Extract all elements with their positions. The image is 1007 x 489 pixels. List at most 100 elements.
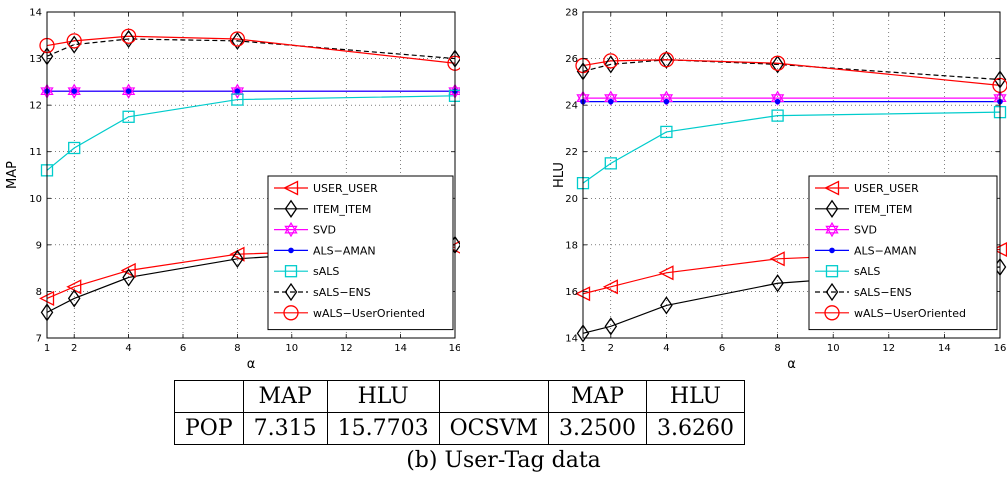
data-point	[67, 35, 81, 54]
y-tick-label: 26	[565, 54, 578, 65]
legend-label: ITEM_ITEM	[313, 203, 371, 216]
legend-marker	[284, 265, 298, 278]
x-tick-label: 6	[719, 343, 725, 354]
data-point	[122, 268, 135, 287]
legend-label: USER_USER	[313, 182, 378, 195]
x-tick-label: 14	[938, 343, 951, 354]
data-point	[120, 28, 137, 44]
table-cell: MAP	[242, 380, 328, 413]
axes-frame	[582, 11, 1001, 339]
legend-label: SVD	[313, 224, 336, 237]
y-tick-label: 11	[29, 147, 42, 158]
legend-label: ALS−AMAN	[854, 244, 917, 257]
y-tick-label: 16	[565, 287, 578, 298]
data-point	[608, 98, 614, 105]
results-table: MAP HLU MAP HLU POP 7.315 15.7703 OCSVM …	[174, 380, 745, 445]
table-cell: 3.2500	[547, 412, 647, 445]
x-tick-label: 2	[71, 343, 77, 354]
data-point	[231, 31, 244, 51]
data-point	[231, 249, 244, 268]
data-point	[576, 324, 590, 343]
data-point	[771, 274, 784, 293]
data-point	[769, 55, 786, 71]
legend-marker	[825, 265, 839, 278]
y-tick-label: 10	[29, 194, 42, 205]
legend-label: sALS	[854, 265, 880, 278]
data-point	[125, 88, 132, 94]
hlu-chart: 1 2 4 6 8 10 12 14 161416182022242628αHLUUSER_US…	[552, 8, 1007, 372]
series-line	[582, 59, 1001, 86]
data-point	[774, 98, 781, 105]
data-point	[122, 29, 135, 49]
table-cell	[438, 380, 549, 413]
y-tick-label: 9	[36, 240, 42, 251]
table-header-row: MAP HLU MAP HLU	[174, 380, 745, 413]
x-tick-label: 6	[180, 343, 186, 354]
data-point	[660, 296, 673, 315]
table-cell: OCSVM	[438, 412, 549, 445]
y-tick-label: 28	[565, 8, 578, 19]
table-cell: POP	[174, 412, 244, 445]
table-cell	[174, 380, 244, 413]
series-markers	[580, 98, 1003, 105]
y-tick-label: 12	[29, 101, 42, 112]
legend-marker	[825, 282, 839, 302]
x-tick-label: 8	[234, 343, 240, 354]
series-line	[46, 35, 456, 64]
x-tick-label: 12	[882, 343, 895, 354]
axes-frame	[46, 11, 456, 339]
legend-label: sALS−ENS	[313, 286, 371, 299]
legend-marker	[284, 199, 298, 218]
legend-marker	[283, 180, 299, 196]
x-tick-label: 16	[994, 343, 1007, 354]
series-markers	[40, 83, 460, 99]
data-point	[67, 83, 81, 99]
x-axis-label: α	[787, 357, 796, 372]
data-point	[604, 157, 617, 170]
y-tick-label: 20	[565, 194, 578, 205]
x-tick-label: 14	[394, 343, 407, 354]
data-point	[603, 53, 619, 69]
data-point	[658, 265, 674, 281]
table-cell: HLU	[645, 380, 745, 413]
data-point	[120, 262, 136, 279]
legend-marker	[825, 221, 839, 238]
y-axis-label: MAP	[5, 161, 20, 189]
x-tick-label: 8	[774, 343, 780, 354]
table-cell: 7.315	[242, 412, 328, 445]
series-line	[46, 95, 456, 171]
data-point	[604, 55, 618, 74]
x-tick-label: 4	[125, 343, 131, 354]
x-tick-label: 1	[580, 343, 586, 354]
legend: USER_USER ITEM_ITEM SVD ALS−AMAN sALS sALS−EN…	[267, 175, 454, 331]
x-tick-label: 10	[827, 343, 840, 354]
y-tick-label: 14	[29, 8, 42, 19]
y-tick-label: 22	[565, 147, 578, 158]
data-point	[231, 93, 244, 106]
figure-caption: (b) User-Tag data	[406, 448, 601, 473]
legend-marker	[283, 305, 299, 321]
y-tick-label: 18	[565, 240, 578, 251]
legend-marker	[825, 199, 839, 218]
data-point	[771, 109, 784, 122]
legend-label: ALS−AMAN	[313, 244, 376, 257]
y-axis-label: HLU	[552, 162, 567, 188]
table-cell: MAP	[547, 380, 647, 413]
data-point	[602, 279, 618, 295]
legend-label: sALS	[313, 265, 339, 278]
data-point	[658, 52, 675, 68]
series-line	[582, 111, 1001, 184]
data-point	[66, 33, 82, 49]
legend-label: wALS−UserOriented	[313, 307, 425, 320]
legend-box	[808, 175, 998, 331]
legend-marker	[284, 221, 298, 238]
x-tick-label: 12	[340, 343, 353, 354]
legend-marker	[824, 180, 840, 196]
x-tick-label: 4	[663, 343, 669, 354]
legend-marker	[824, 305, 840, 321]
data-point	[229, 31, 246, 47]
data-point	[67, 289, 81, 308]
legend-label: sALS−ENS	[854, 286, 912, 299]
legend-label: SVD	[854, 224, 877, 237]
y-tick-label: 7	[36, 334, 42, 345]
